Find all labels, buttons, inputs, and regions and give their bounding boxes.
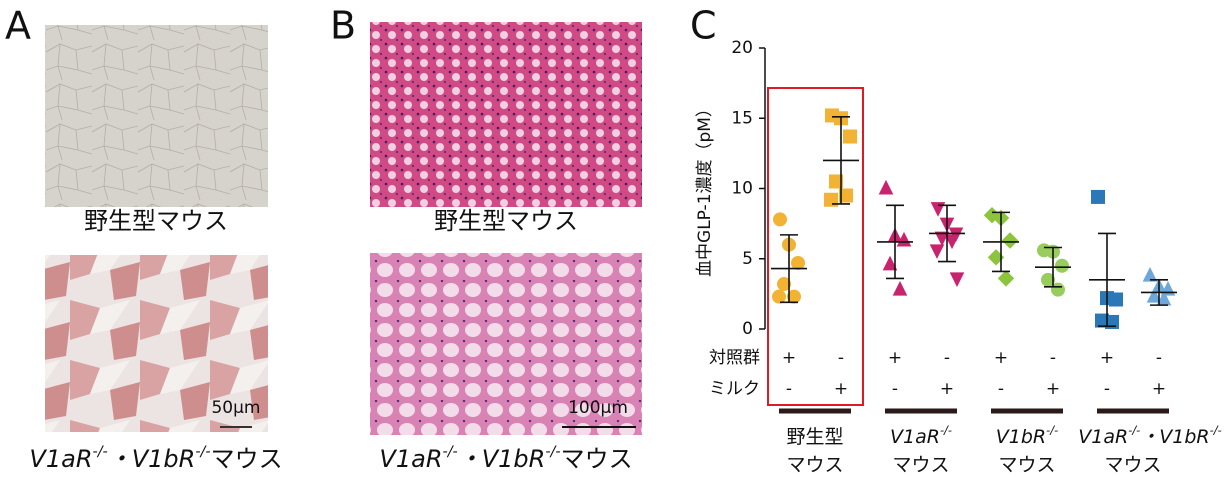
point <box>896 231 912 247</box>
row-sign: + <box>1152 379 1166 399</box>
caption-part: ・V1bR <box>458 445 546 473</box>
caption-part: -/- <box>1046 423 1058 437</box>
row-sign: + <box>1046 379 1060 399</box>
row-sign: - <box>944 348 950 368</box>
point <box>1105 314 1119 329</box>
caption: マウス <box>1104 454 1161 476</box>
y-tick-label: 15 <box>731 108 753 128</box>
caption: V1aR-/-・V1bR-/-マウス <box>29 444 282 473</box>
row-sign: - <box>786 379 792 399</box>
caption-part: V1aR <box>379 445 442 473</box>
caption-part: V1aR <box>890 426 940 448</box>
caption: 野生型 <box>786 426 843 448</box>
caption-part: -/- <box>443 444 458 460</box>
caption: V1bR-/- <box>996 423 1058 448</box>
row-sign: + <box>888 348 902 368</box>
caption-part: ・V1bR <box>108 445 196 473</box>
point <box>948 227 964 243</box>
row-sign: - <box>1050 348 1056 368</box>
caption: V1aR-/-・V1bR-/-マウス <box>379 444 632 473</box>
y-tick-label: 20 <box>731 38 753 58</box>
image-panels <box>45 22 642 435</box>
point <box>787 289 801 304</box>
caption-part: V1aR <box>29 445 92 473</box>
point <box>997 270 1015 287</box>
caption-part: マウス <box>892 454 949 476</box>
row-sign: + <box>994 348 1008 368</box>
caption-part: 野生型 <box>786 426 843 448</box>
point <box>1109 292 1123 307</box>
row-sign: + <box>782 348 796 368</box>
point <box>843 129 857 144</box>
micrograph <box>370 253 642 435</box>
row-sign: - <box>1156 348 1162 368</box>
point <box>1142 266 1158 282</box>
point <box>839 188 853 203</box>
point <box>882 255 898 271</box>
point <box>824 192 838 207</box>
caption-part: -/- <box>1128 423 1140 437</box>
point <box>773 212 787 227</box>
point <box>1091 189 1105 204</box>
caption-part: V1bR <box>996 426 1046 448</box>
row-sign: + <box>834 379 848 399</box>
point <box>929 244 945 259</box>
caption-part: -/- <box>940 423 952 437</box>
point <box>892 281 908 296</box>
point <box>1146 288 1162 303</box>
highlight-box <box>767 87 864 406</box>
caption: マウス <box>786 454 843 476</box>
caption-part: -/- <box>1210 423 1222 437</box>
caption-part: -/- <box>195 444 210 460</box>
row-sign: - <box>1104 379 1110 399</box>
y-tick-label: 10 <box>731 179 753 199</box>
point <box>878 179 894 195</box>
point <box>944 234 960 250</box>
caption-part: -/- <box>545 444 560 460</box>
y-tick-label: 5 <box>742 249 753 269</box>
row-sign: - <box>998 379 1004 399</box>
caption-part: マウス <box>561 445 633 473</box>
row-sign: - <box>838 348 844 368</box>
point <box>1055 258 1069 273</box>
caption: 野生型マウス <box>84 207 228 235</box>
caption-part: 野生型マウス <box>84 207 228 235</box>
point <box>777 277 791 292</box>
point <box>791 255 805 270</box>
caption-part: -/- <box>93 444 108 460</box>
panel-letter: C <box>690 4 717 48</box>
caption: マウス <box>892 454 949 476</box>
caption-part: 野生型マウス <box>434 207 578 235</box>
panel-letter: B <box>330 4 356 48</box>
caption-part: マウス <box>1104 454 1161 476</box>
micrograph <box>370 22 642 207</box>
row-sign: - <box>892 379 898 399</box>
point <box>949 272 965 288</box>
micrograph <box>45 25 268 207</box>
point <box>772 289 786 304</box>
caption: 野生型マウス <box>434 207 578 235</box>
caption-part: マウス <box>786 454 843 476</box>
point <box>1001 232 1019 249</box>
caption-part: V1aR <box>1078 426 1128 448</box>
caption-part: ・V1bR <box>1140 426 1209 448</box>
micrograph <box>45 255 268 432</box>
panel-letter: A <box>5 4 31 48</box>
caption-part: マウス <box>211 445 283 473</box>
caption: V1aR-/- <box>890 423 952 448</box>
row-sign: + <box>1100 348 1114 368</box>
scale-bar-label: 50μm <box>211 398 260 418</box>
point <box>829 174 843 189</box>
scale-bar-label: 100μm <box>568 398 628 418</box>
row-sign: + <box>940 379 954 399</box>
caption: マウス <box>998 454 1055 476</box>
row-label: ミルク <box>709 379 760 399</box>
y-tick-label: 0 <box>742 319 753 339</box>
y-axis-label: 血中GLP-1濃度（pM） <box>695 100 715 277</box>
caption-part: マウス <box>998 454 1055 476</box>
caption: V1aR-/-・V1bR-/- <box>1078 423 1221 448</box>
row-label: 対照群 <box>709 348 760 368</box>
